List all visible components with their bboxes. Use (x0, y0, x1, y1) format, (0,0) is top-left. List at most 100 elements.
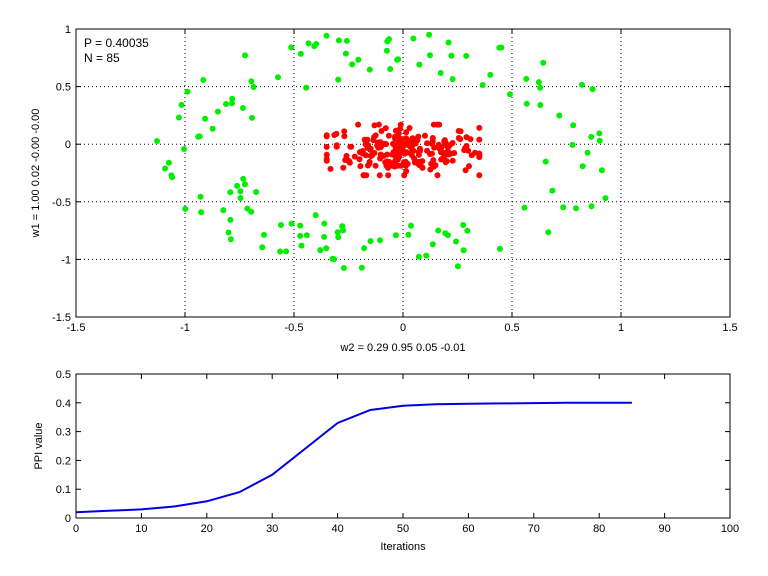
scatter-point-series-0 (545, 229, 552, 236)
scatter-plot: -1.5 -1 -0.5 0 0.5 1 1.5 -1.5 -1 -0.5 0 0.5 1 P = 0.… (30, 24, 738, 354)
scatter-y-tick-label: -1.5 (52, 312, 71, 324)
scatter-point-series-1 (382, 125, 389, 132)
scatter-point-series-0 (367, 238, 374, 245)
scatter-point-series-0 (223, 101, 229, 107)
scatter-point-series-0 (602, 195, 609, 202)
scatter-point-series-0 (460, 247, 467, 254)
scatter-point-series-0 (542, 158, 549, 165)
scatter-point-series-0 (596, 130, 603, 137)
scatter-point-series-1 (419, 164, 425, 170)
scatter-point-series-1 (427, 166, 434, 173)
scatter-point-series-0 (195, 133, 202, 140)
annotation-p-value: P = 0.40035 (84, 36, 149, 50)
scatter-point-series-0 (361, 245, 368, 252)
scatter-point-series-0 (392, 232, 399, 239)
scatter-point-series-0 (249, 114, 255, 121)
scatter-point-series-0 (445, 39, 452, 46)
scatter-point-series-0 (321, 220, 328, 227)
scatter-point-series-0 (229, 100, 235, 107)
scatter-point-series-0 (589, 86, 596, 93)
scatter-point-series-1 (333, 130, 340, 137)
scatter-point-series-0 (323, 32, 330, 39)
scatter-point-series-1 (401, 172, 408, 179)
scatter-point-series-0 (383, 47, 390, 54)
scatter-x-tick-label: -0.5 (285, 322, 304, 334)
scatter-point-series-0 (395, 56, 402, 63)
scatter-point-series-0 (349, 61, 356, 68)
scatter-point-series-0 (312, 212, 319, 219)
scatter-point-series-0 (579, 81, 585, 88)
scatter-point-series-0 (584, 149, 591, 156)
scatter-point-series-0 (237, 188, 244, 195)
scatter-point-series-0 (386, 36, 392, 43)
line-x-tick-label: 100 (721, 523, 739, 535)
scatter-point-series-1 (397, 121, 404, 128)
scatter-point-series-0 (200, 77, 207, 83)
scatter-point-series-1 (434, 172, 441, 179)
scatter-point-series-0 (573, 205, 579, 212)
scatter-point-series-0 (227, 216, 234, 223)
scatter-point-series-1 (323, 143, 330, 150)
scatter-point-series-0 (214, 108, 221, 115)
line-plot-area (76, 374, 730, 518)
scatter-y-tick-label: 0 (65, 139, 71, 151)
scatter-point-series-0 (234, 182, 241, 189)
scatter-point-series-0 (340, 227, 346, 234)
scatter-point-series-0 (288, 220, 295, 227)
scatter-point-series-1 (455, 128, 462, 134)
scatter-point-series-0 (463, 52, 470, 59)
scatter-x-tick-label: -1 (180, 322, 190, 334)
scatter-point-series-1 (363, 172, 370, 179)
scatter-point-series-0 (387, 66, 394, 72)
scatter-point-series-0 (464, 227, 471, 234)
scatter-point-series-0 (507, 91, 513, 98)
scatter-point-series-1 (403, 129, 410, 136)
line-x-tick-label: 10 (135, 523, 147, 535)
scatter-point-series-0 (598, 167, 605, 174)
scatter-point-series-1 (419, 158, 426, 165)
scatter-point-series-0 (556, 112, 563, 119)
scatter-point-series-0 (227, 236, 234, 243)
scatter-point-series-0 (340, 265, 347, 271)
scatter-point-series-1 (392, 135, 399, 142)
scatter-point-series-0 (259, 244, 266, 251)
scatter-point-series-1 (377, 139, 384, 146)
scatter-point-series-1 (476, 150, 483, 157)
scatter-point-series-1 (356, 156, 363, 163)
scatter-point-series-1 (443, 158, 450, 165)
line-x-tick-label: 80 (593, 523, 605, 535)
scatter-x-axis-label: w2 = 0.29 0.95 0.05 -0.01 (339, 342, 465, 354)
scatter-point-series-1 (385, 164, 391, 171)
scatter-point-series-0 (435, 227, 442, 234)
scatter-point-series-1 (323, 132, 330, 139)
scatter-point-series-0 (169, 174, 176, 181)
scatter-point-series-1 (422, 132, 428, 139)
scatter-point-series-1 (438, 149, 444, 156)
scatter-point-series-1 (408, 152, 415, 159)
line-y-tick-label: 0 (65, 513, 71, 525)
line-x-axis-label: Iterations (380, 541, 426, 553)
scatter-point-series-1 (333, 142, 340, 149)
scatter-point-series-0 (366, 66, 373, 73)
scatter-point-series-0 (317, 247, 324, 254)
scatter-point-series-0 (288, 44, 295, 51)
scatter-x-tick-label: 1 (618, 322, 624, 334)
scatter-y-tick-label: -1 (61, 254, 71, 266)
scatter-point-series-0 (227, 189, 234, 196)
scatter-point-series-1 (446, 142, 453, 149)
scatter-point-series-1 (341, 133, 348, 140)
scatter-y-tick-label: 1 (65, 24, 71, 36)
scatter-point-series-1 (392, 158, 398, 165)
scatter-point-series-0 (429, 241, 436, 248)
scatter-point-series-1 (432, 162, 439, 169)
scatter-point-series-0 (253, 189, 260, 195)
scatter-point-series-0 (242, 52, 248, 59)
scatter-point-series-1 (368, 152, 375, 159)
scatter-point-series-0 (569, 141, 576, 148)
scatter-point-series-1 (362, 141, 369, 148)
scatter-point-series-1 (375, 144, 382, 151)
line-x-tick-label: 20 (201, 523, 213, 535)
scatter-point-series-1 (455, 135, 462, 141)
line-x-tick-label: 90 (658, 523, 670, 535)
